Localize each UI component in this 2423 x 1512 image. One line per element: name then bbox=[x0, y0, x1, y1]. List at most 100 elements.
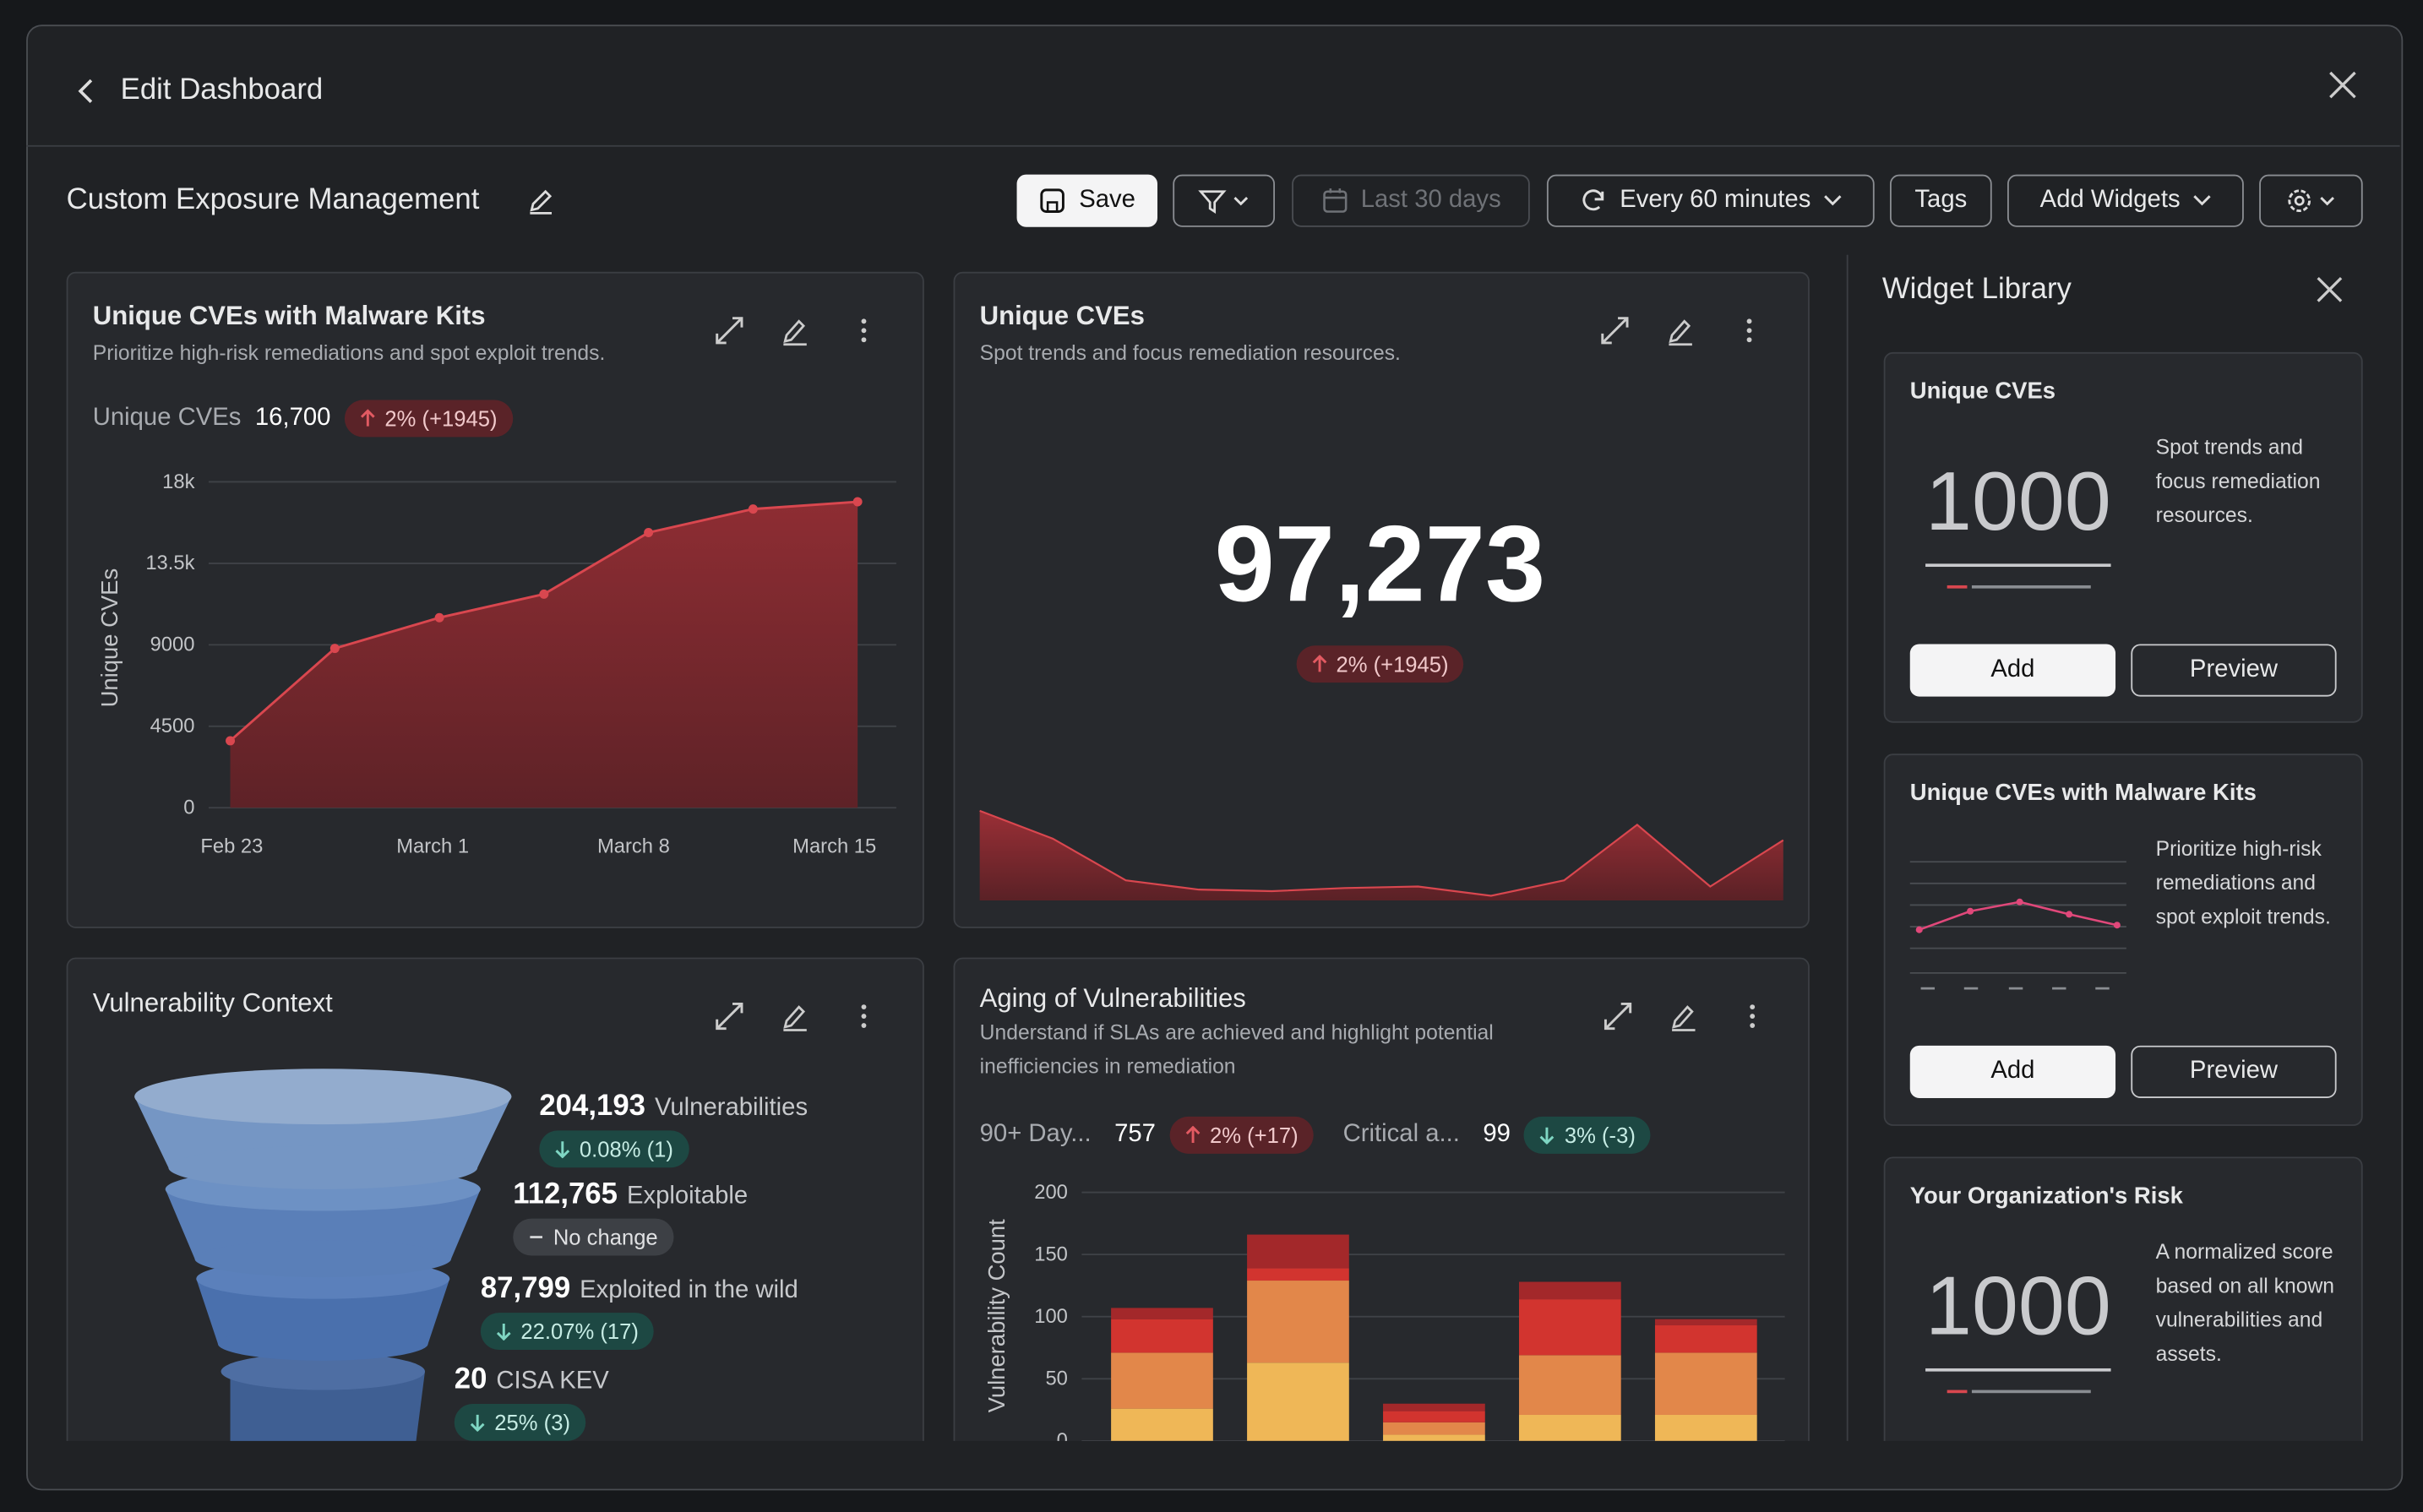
expand-icon[interactable] bbox=[1601, 317, 1629, 345]
change-text: No change bbox=[553, 1224, 658, 1250]
library-title: Widget Library bbox=[1881, 273, 2072, 307]
save-button[interactable]: Save bbox=[1016, 174, 1157, 227]
header-title: Edit Dashboard bbox=[120, 73, 324, 107]
bar-segment bbox=[1247, 1268, 1349, 1281]
more-dot bbox=[1746, 337, 1752, 343]
date-range-button[interactable]: Last 30 days bbox=[1292, 174, 1530, 227]
change-badge: 3% (-3) bbox=[1524, 1116, 1652, 1154]
widget-subtitle: Understand if SLAs are achieved and high… bbox=[979, 1020, 1494, 1079]
funnel-top bbox=[134, 1069, 512, 1125]
preview-button[interactable]: Preview bbox=[2131, 644, 2337, 697]
change-text: 2% (+1945) bbox=[1336, 651, 1449, 677]
more-dot bbox=[1750, 1004, 1756, 1010]
more-dot bbox=[1750, 1023, 1756, 1028]
x-tick-label: March 15 bbox=[792, 835, 876, 857]
widget-card bbox=[953, 271, 1810, 928]
metric-value: 16,700 bbox=[254, 405, 331, 432]
close-icon[interactable] bbox=[2328, 71, 2356, 99]
stage-label: 87,799 Exploited in the wild 22.07% (17) bbox=[480, 1273, 798, 1351]
expand-icon[interactable] bbox=[716, 1002, 743, 1031]
y-tick-label: 50 bbox=[1045, 1368, 1067, 1390]
dashboard-name: Custom Exposure Management bbox=[66, 183, 480, 216]
edit-icon[interactable] bbox=[527, 187, 555, 215]
badge-icon bbox=[1311, 655, 1326, 672]
filter-button[interactable] bbox=[1173, 174, 1276, 227]
point bbox=[226, 736, 236, 746]
change-badge: 2% (+1945) bbox=[344, 400, 513, 438]
y-tick-label: 0 bbox=[183, 797, 194, 819]
filter-icon bbox=[1198, 190, 1249, 215]
save-icon bbox=[1040, 188, 1065, 213]
chevron bbox=[1823, 195, 1842, 206]
sub-line bbox=[1971, 585, 2091, 589]
add-button[interactable]: Add bbox=[1909, 1045, 2116, 1098]
badge-icon bbox=[555, 1141, 570, 1159]
card-actions bbox=[716, 317, 867, 346]
add-widgets-button[interactable]: Add Widgets bbox=[2007, 174, 2244, 227]
card-actions bbox=[1601, 317, 1752, 346]
funnel-bottom bbox=[217, 1326, 428, 1361]
y-tick-label: 150 bbox=[1034, 1243, 1068, 1265]
badge-icon bbox=[530, 1236, 543, 1239]
edit-icon[interactable] bbox=[783, 319, 807, 346]
bar-segment bbox=[1111, 1319, 1213, 1353]
preview-button[interactable]: Preview bbox=[2131, 1045, 2337, 1098]
y-axis-label: Vulnerability Count bbox=[983, 1219, 1010, 1412]
badge-icon bbox=[360, 409, 375, 427]
expand-icon[interactable] bbox=[716, 317, 743, 345]
date-range-label: Last 30 days bbox=[1360, 187, 1501, 214]
change-badge: 0.08% (1) bbox=[539, 1130, 689, 1168]
add-button[interactable]: Add bbox=[1909, 644, 2116, 697]
y-tick-label: 4500 bbox=[150, 715, 195, 737]
badge-icon bbox=[496, 1323, 511, 1341]
sparkline-line bbox=[979, 809, 1784, 897]
close-icon[interactable] bbox=[2317, 276, 2343, 302]
stage-label: 20 CISA KEV 25% (3) bbox=[454, 1363, 609, 1441]
preview-label: Preview bbox=[2189, 656, 2279, 683]
bar-segment bbox=[1654, 1414, 1757, 1441]
edit-icon[interactable] bbox=[1669, 319, 1692, 346]
expand-icon[interactable] bbox=[1604, 1002, 1632, 1031]
tags-button[interactable]: Tags bbox=[1889, 174, 1992, 227]
funnel-top bbox=[221, 1352, 426, 1390]
more-dot bbox=[861, 318, 867, 324]
add-widgets-label: Add Widgets bbox=[2039, 187, 2181, 214]
sub-line bbox=[1947, 1390, 1968, 1394]
item-title: Unique CVEs bbox=[1909, 378, 2056, 405]
bar-segment bbox=[1247, 1281, 1349, 1363]
preview-chart bbox=[1909, 861, 2126, 990]
refresh-button[interactable]: Every 60 minutes bbox=[1546, 174, 1875, 227]
area bbox=[230, 502, 858, 808]
widget-title: Unique CVEs bbox=[979, 301, 1145, 331]
divider bbox=[26, 144, 2400, 147]
bar-segment bbox=[1111, 1308, 1213, 1319]
change-text: 25% (3) bbox=[494, 1410, 570, 1435]
point bbox=[539, 589, 549, 599]
y-tick-label: 9000 bbox=[150, 634, 195, 656]
badge-icon bbox=[1185, 1125, 1201, 1144]
stage-line: 204,193 Vulnerabilities bbox=[539, 1090, 808, 1124]
change-text: 2% (+17) bbox=[1209, 1123, 1299, 1148]
edit-icon[interactable] bbox=[1672, 1005, 1696, 1031]
item-number: 1000 bbox=[1925, 1259, 2111, 1353]
back-icon[interactable] bbox=[74, 77, 99, 105]
bar-segment bbox=[1383, 1422, 1485, 1435]
metric-label: 90+ Day... bbox=[979, 1121, 1092, 1148]
change-text: 22.07% (17) bbox=[520, 1319, 639, 1344]
metric-value: 757 bbox=[1114, 1121, 1156, 1148]
settings-button[interactable] bbox=[2259, 174, 2363, 227]
stage-value: 20 bbox=[454, 1363, 487, 1396]
bar-segment bbox=[1247, 1234, 1349, 1269]
item-description: Prioritize high-risk remediations and sp… bbox=[2155, 836, 2331, 928]
change-text: 2% (+1945) bbox=[384, 405, 498, 432]
sparkline-area bbox=[979, 810, 1783, 900]
more-dot bbox=[1746, 318, 1752, 324]
metric-row: 90+ Day... 757 2% (+17) Critical a... 99… bbox=[979, 1116, 1652, 1154]
y-axis-label: Unique CVEs bbox=[96, 568, 123, 708]
stage-name: Exploited in the wild bbox=[580, 1277, 798, 1304]
stage-value: 112,765 bbox=[513, 1178, 618, 1211]
bar-segment bbox=[1519, 1299, 1621, 1356]
edit-icon[interactable] bbox=[783, 1005, 807, 1031]
